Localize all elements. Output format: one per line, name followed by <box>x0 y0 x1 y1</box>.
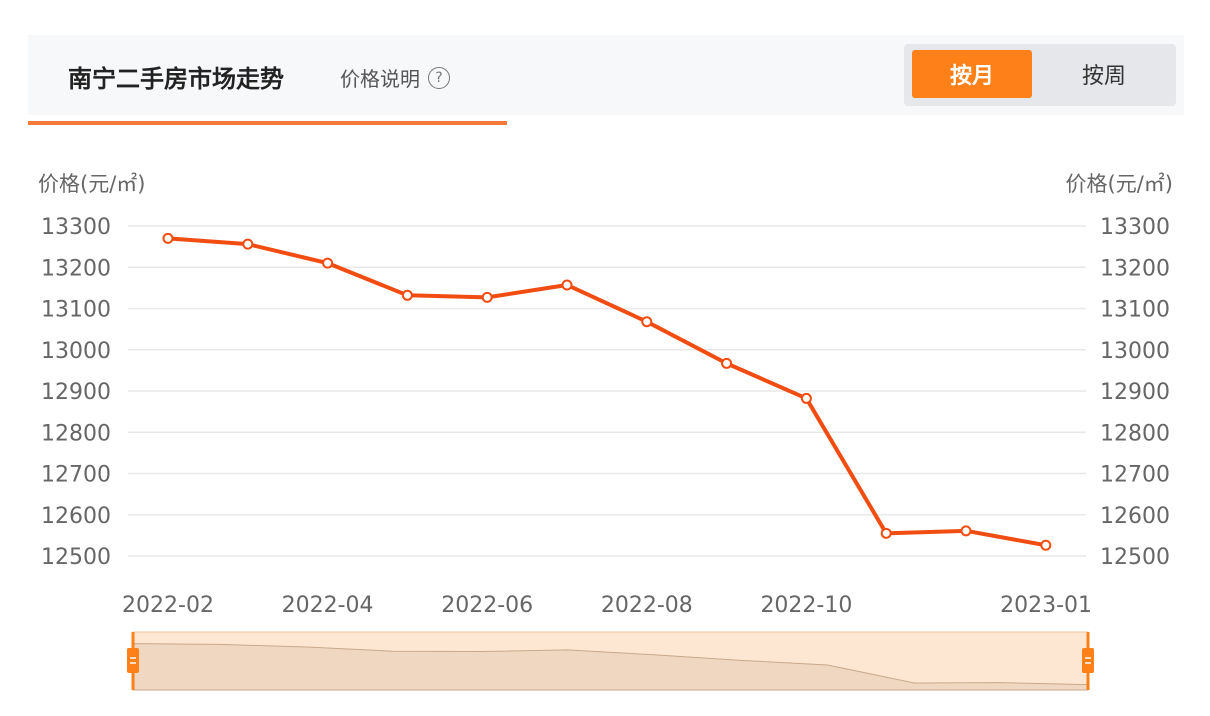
y-tick-label-left: 12800 <box>41 421 111 446</box>
y-tick-label-right: 13100 <box>1100 298 1170 323</box>
y-tick-label-left: 12900 <box>41 380 111 405</box>
data-point[interactable] <box>721 357 733 369</box>
data-point[interactable] <box>641 316 653 328</box>
data-point[interactable] <box>401 289 413 301</box>
x-tick-label: 2022-10 <box>760 593 852 618</box>
y-tick-label-left: 12500 <box>41 545 111 570</box>
y-tick-label-right: 12800 <box>1100 421 1170 446</box>
data-point[interactable] <box>481 291 493 303</box>
x-tick-label: 2022-02 <box>122 593 214 618</box>
y-axis-title-right: 价格(元/㎡) <box>1066 172 1173 196</box>
y-tick-label-right: 13000 <box>1100 339 1170 364</box>
x-tick-label: 2022-08 <box>601 593 693 618</box>
y-tick-label-left: 13000 <box>41 339 111 364</box>
y-tick-label-left: 12600 <box>41 504 111 529</box>
data-point[interactable] <box>800 392 812 404</box>
y-axis-title-left: 价格(元/㎡) <box>38 172 145 196</box>
price-explanation-link[interactable]: 价格说明 ? <box>340 63 450 92</box>
zoom-slider-area <box>132 643 1089 691</box>
page-title: 南宁二手房市场走势 <box>68 65 284 93</box>
y-tick-label-left: 13200 <box>41 256 111 281</box>
x-tick-label: 2023-01 <box>1000 593 1092 618</box>
y-tick-label-right: 13300 <box>1100 215 1170 240</box>
data-point[interactable] <box>242 238 254 250</box>
tab-by-month[interactable]: 按月 <box>912 50 1032 98</box>
y-tick-label-right: 13200 <box>1100 256 1170 281</box>
y-tick-label-right: 12500 <box>1100 545 1170 570</box>
data-point[interactable] <box>880 527 892 539</box>
zoom-handle-right[interactable] <box>1082 648 1094 673</box>
price-explanation-label: 价格说明 <box>340 67 420 91</box>
y-tick-label-left: 13100 <box>41 298 111 323</box>
y-tick-label-left: 12700 <box>41 463 111 488</box>
data-point[interactable] <box>322 257 334 269</box>
data-point[interactable] <box>162 232 174 244</box>
zoom-handle-left[interactable] <box>127 648 139 673</box>
series-line <box>166 236 1048 548</box>
data-point[interactable] <box>960 525 972 537</box>
chart-header: 南宁二手房市场走势 价格说明 ? 按月 按周 <box>28 35 1184 115</box>
y-tick-label-right: 12700 <box>1100 463 1170 488</box>
y-tick-label-right: 12900 <box>1100 380 1170 405</box>
period-toggle: 按月 按周 <box>904 44 1176 106</box>
question-circle-icon[interactable]: ? <box>428 66 450 89</box>
data-point[interactable] <box>561 279 573 291</box>
x-tick-label: 2022-06 <box>441 593 533 618</box>
tab-by-week[interactable]: 按周 <box>1044 50 1164 98</box>
data-point[interactable] <box>1040 539 1052 551</box>
header-underline <box>28 121 507 125</box>
y-tick-label-right: 12600 <box>1100 504 1170 529</box>
x-tick-label: 2022-04 <box>282 593 374 618</box>
y-tick-label-left: 13300 <box>41 215 111 240</box>
